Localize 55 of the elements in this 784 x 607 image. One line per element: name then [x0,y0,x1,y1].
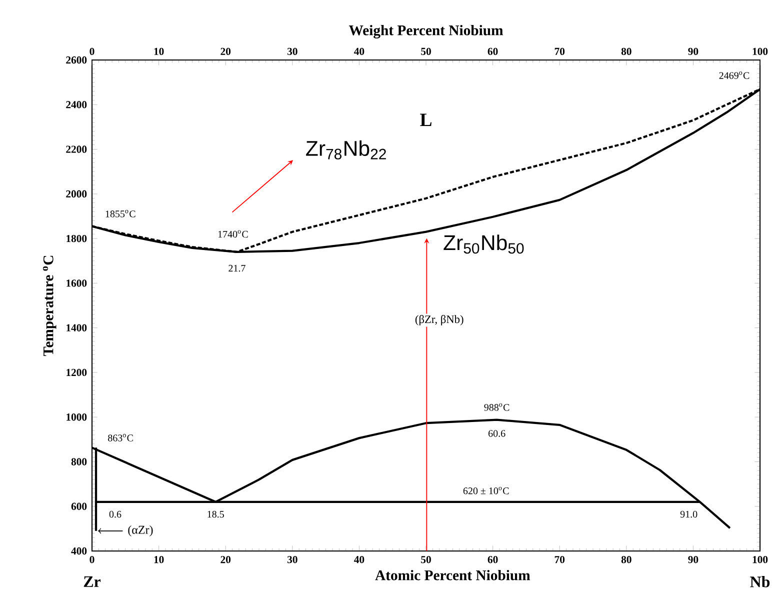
annotation: 18.5 [208,510,224,518]
x-axis-title: Atomic Percent Niobium [375,570,530,580]
x2-tick-label: 20 [220,48,231,56]
annotation: 863$^{o}$C [108,434,133,442]
annotation: 988$^{o}$C [484,403,510,411]
y-tick-label: 2200 [66,146,87,153]
annotation: 60.6 [488,430,506,437]
annotation: 91.0 [680,510,698,518]
y-tick-label: 2400 [66,101,87,108]
annotation: 620 ± 10$^{o}$C [463,486,509,494]
y-tick-label: 1800 [66,234,87,242]
text: Zr [84,576,101,587]
x2-tick-label: 70 [554,48,565,56]
x2-tick-label: 0 [90,48,94,56]
x-tick-label: 100 [752,556,768,564]
x2-tick-label: 60 [488,48,498,56]
x2-tick-label: 10 [154,48,164,56]
text: Nb [750,576,770,588]
x-tick-label: 0 [90,556,94,564]
x-tick-label: 50 [421,556,431,564]
x2-tick-label: 80 [621,48,632,56]
x2-tick-label: 50 [421,48,431,56]
y-tick-label: 1400 [66,324,87,332]
annotation: (βZr, βNb) [415,315,464,326]
x-tick-label: 60 [488,556,498,564]
x2-axis-title: Weight Percent Niobium [348,24,504,38]
x-tick-label: 10 [154,556,164,564]
annotation: (αZr) [128,525,153,536]
y-axis-title: Temperature $^{o}$C [43,256,56,356]
y-tick-label: 1600 [66,280,87,287]
y-tick-label: 400 [71,547,87,555]
annotation: Zr$_{78}$Nb$_{22}$ [306,140,386,160]
x2-tick-label: 100 [752,48,768,56]
annotation: Zr$_{50}$Nb$_{50}$ [444,234,524,254]
y-tick-label: 1200 [66,368,87,376]
y-tick-label: 800 [71,458,87,466]
x-tick-label: 40 [354,556,364,564]
x2-tick-label: 30 [287,48,298,56]
annotation: 1855$^{o}$C [106,210,136,218]
annotation: 2469$^{o}$C [719,71,750,79]
x-tick-label: 90 [688,556,698,564]
annotation: 0.6 [109,510,122,518]
annotation: 21.7 [228,264,246,272]
annotation: L [420,114,432,126]
x2-tick-label: 40 [354,48,364,56]
y-tick-label: 2000 [66,190,87,198]
x-tick-label: 70 [554,556,565,564]
y-tick-label: 600 [71,502,87,510]
y-tick-label: 2600 [66,56,87,64]
x-tick-label: 30 [287,556,298,564]
x-tick-label: 80 [621,556,632,564]
annotation: 1740$^{o}$C [218,230,248,238]
y-tick-label: 1000 [66,413,87,421]
x2-tick-label: 90 [688,48,698,56]
x-tick-label: 20 [220,556,231,564]
